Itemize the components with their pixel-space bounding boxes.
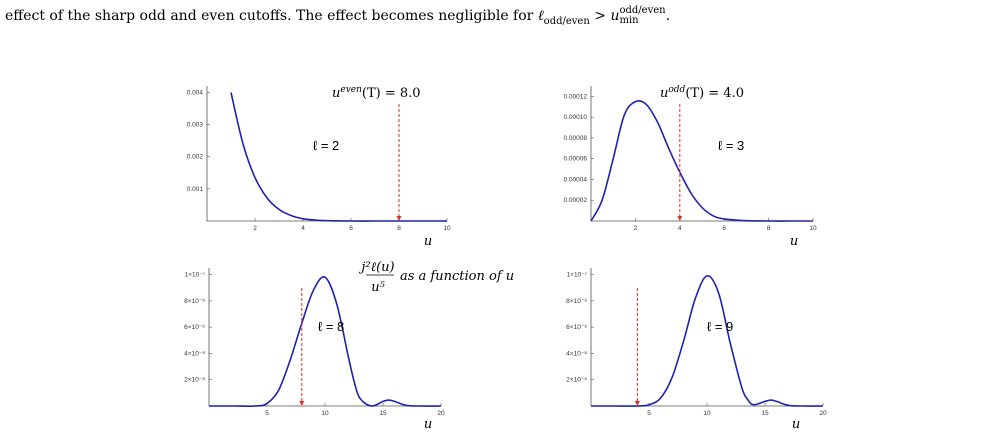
y-tick-label: 0.004 [187,89,204,96]
y-tick-label: 0.00012 [564,93,588,100]
y-tick-label: 0.002 [187,154,204,161]
y-tick-label: 2×10⁻⁸ [566,377,587,384]
x-tick-label: 10 [703,410,711,417]
y-tick-label: 4×10⁻⁸ [184,350,205,357]
cutoff-arrowhead [396,216,402,221]
x-tick-label: 6 [349,225,353,232]
panel-annotation: ℓ = 8 [318,319,344,334]
caption-math-rhs-sub: min [619,15,639,26]
y-tick-label: 0.00006 [564,156,588,163]
chart-panel-top-left: 2 4 6 8 10 0.001 0.002 0.003 0.004 ueven(T) = 8.0… [187,85,451,249]
series-line [591,275,824,407]
x-tick-label: 6 [722,225,726,232]
x-tick-label: 10 [443,225,451,232]
x-tick-label: 10 [321,410,329,417]
y-tick-label: 0.003 [187,122,204,129]
caption-math-lhs: ℓ [537,8,544,24]
panel-title: ueven(T) = 8.0 [332,85,421,101]
y-tick-label: 0.001 [187,186,204,193]
x-tick-label: 20 [819,410,827,417]
x-axis-label: u [790,234,798,249]
chart-panel-bottom-right: 5 10 15 20 2×10⁻⁸ 4×10⁻⁸ 6×10⁻⁸ 8×10⁻⁸ 1×10⁻⁷ ℓ =… [566,268,827,432]
x-tick-label: 2 [253,225,257,232]
panel-annotation: ℓ = 2 [313,138,339,153]
center-function-label: j²ℓ(u) u⁵ as a function of u [358,260,514,295]
y-tick-label: 6×10⁻⁸ [566,324,587,331]
x-tick-label: 5 [265,410,269,417]
x-tick-label: 4 [301,225,305,232]
y-tick-label: 2×10⁻⁸ [184,377,205,384]
chart-panel-bottom-left: 5 10 15 20 2×10⁻⁸ 4×10⁻⁸ 6×10⁻⁸ 8×10⁻⁸ 1×10⁻⁷ ℓ =… [184,268,445,432]
x-axis-label: u [424,234,432,249]
y-tick-label: 0.00010 [564,114,588,121]
panel-title: uodd(T) = 4.0 [660,85,744,101]
y-tick-label: 8×10⁻⁸ [184,298,205,305]
cutoff-arrowhead [634,401,640,406]
x-tick-label: 4 [678,225,682,232]
chart-panel-top-right: 2 4 6 8 10 0.00002 0.00004 0.00006 0.00008 0.0001… [564,85,817,249]
caption-math-rhs-sup: odd/even [619,5,666,16]
x-tick-label: 10 [809,225,817,232]
panel-annotation: ℓ = 9 [707,319,733,334]
x-tick-label: 15 [379,410,387,417]
caption-math-rhs: u [610,8,620,24]
x-tick-label: 8 [397,225,401,232]
center-label-numerator: j²ℓ(u) [358,260,394,275]
x-axis-label: u [792,417,800,432]
y-tick-label: 6×10⁻⁸ [184,324,205,331]
caption-text: effect of the sharp odd and even cutoffs… [5,8,538,24]
cutoff-arrowhead [677,216,683,221]
y-tick-label: 1×10⁻⁷ [185,272,206,279]
figure-caption: effect of the sharp odd and even cutoffs… [5,6,985,27]
x-tick-label: 8 [767,225,771,232]
y-tick-label: 0.00002 [564,197,588,204]
x-axis-label: u [424,417,432,432]
series-line [590,100,813,222]
caption-period: . [665,8,671,24]
cutoff-arrowhead [299,401,305,406]
x-tick-label: 15 [761,410,769,417]
y-tick-label: 4×10⁻⁸ [566,350,587,357]
y-tick-label: 8×10⁻⁸ [566,298,587,305]
x-tick-label: 2 [634,225,638,232]
caption-math-lhs-sub: odd/even [543,15,590,27]
center-label-text: as a function of u [400,269,514,284]
x-tick-label: 5 [647,410,651,417]
panel-annotation: ℓ = 3 [718,138,744,153]
y-tick-label: 0.00004 [564,176,588,183]
x-tick-label: 20 [437,410,445,417]
series-line [209,276,442,407]
caption-math-gt: > [589,8,611,24]
y-tick-label: 1×10⁻⁷ [567,272,588,279]
y-tick-label: 0.00008 [564,135,588,142]
center-label-denominator: u⁵ [371,280,385,295]
series-line [230,92,447,222]
